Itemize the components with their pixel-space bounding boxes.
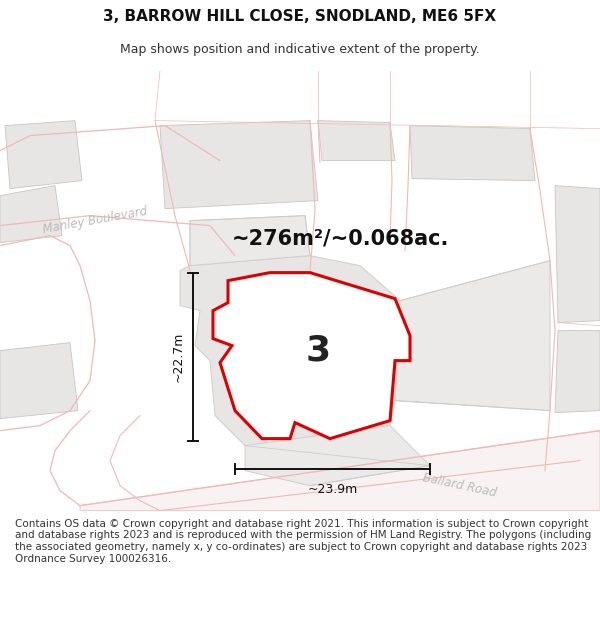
Polygon shape	[395, 261, 550, 411]
Polygon shape	[555, 331, 600, 412]
Text: Map shows position and indicative extent of the property.: Map shows position and indicative extent…	[120, 44, 480, 56]
Text: 3, BARROW HILL CLOSE, SNODLAND, ME6 5FX: 3, BARROW HILL CLOSE, SNODLAND, ME6 5FX	[103, 9, 497, 24]
Polygon shape	[555, 186, 600, 322]
Polygon shape	[410, 126, 535, 181]
Polygon shape	[160, 121, 318, 209]
Text: Contains OS data © Crown copyright and database right 2021. This information is : Contains OS data © Crown copyright and d…	[15, 519, 591, 564]
Polygon shape	[0, 186, 62, 242]
Polygon shape	[180, 256, 415, 446]
Polygon shape	[190, 216, 310, 266]
Polygon shape	[0, 342, 78, 419]
Text: Ballard Road: Ballard Road	[422, 471, 498, 500]
Polygon shape	[80, 431, 600, 511]
Text: Manley Boulevard: Manley Boulevard	[41, 205, 148, 236]
Text: ~23.9m: ~23.9m	[307, 482, 358, 496]
Text: ~22.7m: ~22.7m	[172, 331, 185, 382]
Polygon shape	[318, 121, 395, 161]
Polygon shape	[5, 121, 82, 189]
Text: ~276m²/~0.068ac.: ~276m²/~0.068ac.	[232, 229, 449, 249]
Polygon shape	[213, 272, 410, 439]
Text: 3: 3	[305, 334, 331, 367]
Polygon shape	[245, 426, 430, 486]
